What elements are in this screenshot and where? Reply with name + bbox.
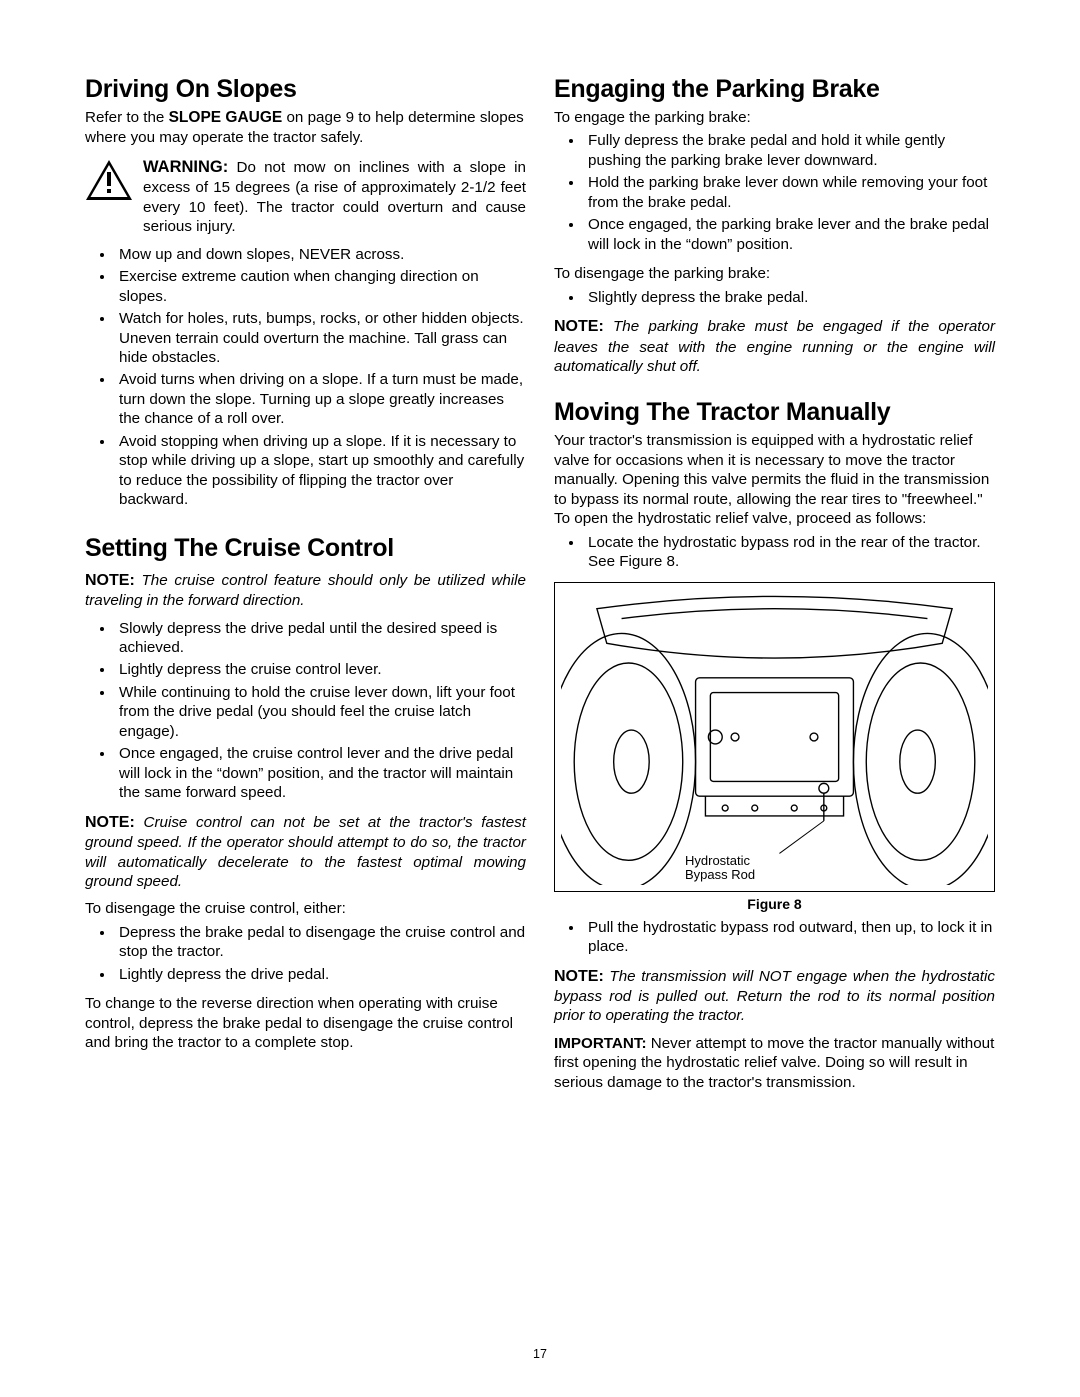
list-item: Once engaged, the parking brake lever an… [584, 215, 995, 254]
manual-note: NOTE: The transmission will NOT engage w… [554, 967, 995, 1026]
warning-callout: WARNING: Do not mow on inclines with a s… [85, 157, 526, 236]
figure-callout-label: Hydrostatic Bypass Rod [685, 854, 755, 883]
brake-note: NOTE: The parking brake must be engaged … [554, 317, 995, 376]
manual-page: Driving On Slopes Refer to the SLOPE GAU… [0, 0, 1080, 1397]
list-item: Fully depress the brake pedal and hold i… [584, 131, 995, 170]
figure-caption: Figure 8 [554, 896, 995, 912]
list-item: Mow up and down slopes, NEVER across. [115, 245, 526, 264]
figure-label-line1: Hydrostatic [685, 853, 750, 868]
figure-8-illustration: Hydrostatic Bypass Rod [554, 582, 995, 892]
slope-gauge-term: SLOPE GAUGE [169, 109, 283, 126]
note-label: NOTE: [554, 968, 604, 985]
heading-driving-slopes: Driving On Slopes [85, 75, 526, 104]
list-item: Locate the hydrostatic bypass rod in the… [584, 533, 995, 572]
list-item: Avoid stopping when driving up a slope. … [115, 432, 526, 510]
list-item: Pull the hydrostatic bypass rod outward,… [584, 918, 995, 957]
cruise-note-1: NOTE: The cruise control feature should … [85, 571, 526, 611]
list-item: Lightly depress the drive pedal. [115, 965, 526, 984]
heading-moving-manually: Moving The Tractor Manually [554, 398, 995, 427]
two-column-layout: Driving On Slopes Refer to the SLOPE GAU… [85, 75, 995, 1096]
note-body: The transmission will NOT engage when th… [554, 968, 995, 1025]
slopes-intro: Refer to the SLOPE GAUGE on page 9 to he… [85, 108, 526, 147]
list-item: Slightly depress the brake pedal. [584, 288, 995, 307]
note-label: NOTE: [85, 572, 135, 589]
brake-engage-intro: To engage the parking brake: [554, 108, 995, 127]
list-item: Avoid turns when driving on a slope. If … [115, 370, 526, 428]
slopes-bullet-list: Mow up and down slopes, NEVER across. Ex… [85, 245, 526, 510]
right-column: Engaging the Parking Brake To engage the… [554, 75, 995, 1096]
note-body: The cruise control feature should only b… [85, 572, 526, 609]
cruise-bullet-list: Slowly depress the drive pedal until the… [85, 619, 526, 803]
manual-intro: Your tractor's transmission is equipped … [554, 431, 995, 528]
list-item: Lightly depress the cruise control lever… [115, 660, 526, 679]
list-item: Depress the brake pedal to disengage the… [115, 923, 526, 962]
list-item: Slowly depress the drive pedal until the… [115, 619, 526, 658]
cruise-reverse-text: To change to the reverse direction when … [85, 994, 526, 1052]
left-column: Driving On Slopes Refer to the SLOPE GAU… [85, 75, 526, 1096]
cruise-disengage-list: Depress the brake pedal to disengage the… [85, 923, 526, 984]
manual-bullets-1: Locate the hydrostatic bypass rod in the… [554, 533, 995, 572]
important-label: IMPORTANT: [554, 1035, 647, 1052]
cruise-note-2: NOTE: Cruise control can not be set at t… [85, 813, 526, 892]
page-number: 17 [0, 1347, 1080, 1361]
figure-label-line2: Bypass Rod [685, 867, 755, 882]
brake-disengage-intro: To disengage the parking brake: [554, 264, 995, 283]
brake-engage-list: Fully depress the brake pedal and hold i… [554, 131, 995, 254]
list-item: Exercise extreme caution when changing d… [115, 267, 526, 306]
manual-bullets-2: Pull the hydrostatic bypass rod outward,… [554, 918, 995, 957]
important-block: IMPORTANT: Never attempt to move the tra… [554, 1034, 995, 1092]
heading-parking-brake: Engaging the Parking Brake [554, 75, 995, 104]
brake-disengage-list: Slightly depress the brake pedal. [554, 288, 995, 307]
list-item: While continuing to hold the cruise leve… [115, 683, 526, 741]
warning-triangle-icon [85, 159, 133, 206]
list-item: Hold the parking brake lever down while … [584, 173, 995, 212]
note-label: NOTE: [85, 814, 135, 831]
note-body: Cruise control can not be set at the tra… [85, 814, 526, 890]
list-item: Once engaged, the cruise control lever a… [115, 744, 526, 802]
list-item: Watch for holes, ruts, bumps, rocks, or … [115, 309, 526, 367]
note-label: NOTE: [554, 318, 604, 335]
cruise-disengage-intro: To disengage the cruise control, either: [85, 899, 526, 918]
slopes-intro-pre: Refer to the [85, 109, 169, 126]
warning-text: WARNING: Do not mow on inclines with a s… [143, 157, 526, 236]
heading-cruise-control: Setting The Cruise Control [85, 534, 526, 563]
note-body: The parking brake must be engaged if the… [554, 318, 995, 375]
warning-label: WARNING: [143, 158, 228, 176]
